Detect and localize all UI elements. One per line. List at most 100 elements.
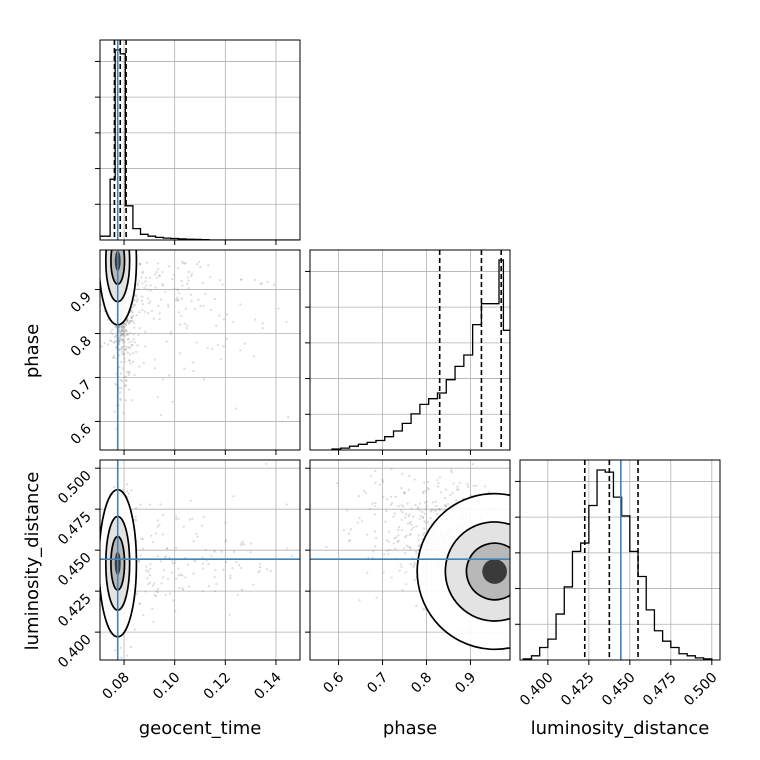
- sample-point: [130, 320, 133, 323]
- sample-point: [136, 282, 140, 285]
- sample-point: [118, 348, 121, 351]
- sample-point: [423, 608, 426, 611]
- sample-point: [126, 320, 130, 324]
- sample-point: [144, 345, 147, 348]
- sample-point: [420, 514, 423, 518]
- sample-point: [371, 556, 374, 559]
- sample-point: [430, 508, 433, 512]
- sample-point: [146, 297, 149, 300]
- sample-point: [421, 510, 424, 514]
- sample-point: [113, 410, 116, 413]
- sample-point: [126, 318, 129, 321]
- sample-point: [235, 560, 238, 564]
- sample-point: [141, 538, 144, 541]
- sample-point: [169, 332, 172, 336]
- sample-point: [161, 533, 164, 536]
- panel-frame: [99, 459, 301, 661]
- sample-point: [124, 399, 127, 402]
- sample-point: [135, 592, 139, 595]
- sample-point: [405, 544, 408, 547]
- sample-point: [421, 490, 425, 493]
- tick-label-y-phase: 0.8: [68, 333, 95, 360]
- sample-point: [254, 318, 257, 321]
- sample-point: [397, 528, 400, 531]
- tick-label-x-geocent_time: 0.10: [150, 670, 183, 703]
- sample-point: [429, 510, 433, 513]
- sample-point: [133, 518, 137, 521]
- sample-point: [128, 346, 131, 350]
- sample-point: [120, 347, 123, 350]
- sample-point: [155, 276, 159, 279]
- sample-point: [121, 380, 124, 383]
- sample-point: [151, 540, 155, 544]
- sample-point: [260, 282, 263, 285]
- sample-point: [391, 501, 394, 505]
- sample-point: [188, 518, 192, 521]
- tick-label-y-phase: 0.9: [68, 289, 95, 316]
- sample-point: [128, 341, 131, 344]
- sample-point: [175, 517, 178, 521]
- panel-frame: [99, 249, 301, 451]
- sample-point: [408, 534, 411, 537]
- sample-point: [175, 577, 178, 580]
- sample-point: [93, 574, 95, 576]
- sample-point: [118, 391, 122, 394]
- sample-point: [450, 469, 453, 472]
- sample-point: [158, 317, 161, 321]
- sample-point: [191, 517, 194, 520]
- sample-point: [122, 325, 126, 329]
- sample-point: [122, 332, 125, 335]
- sample-point: [186, 282, 189, 285]
- sample-point: [177, 311, 180, 314]
- sample-point: [385, 509, 388, 513]
- sample-point: [125, 379, 128, 382]
- sample-point: [410, 507, 413, 510]
- sample-point: [325, 545, 328, 549]
- sample-point: [157, 267, 160, 271]
- sample-point: [167, 303, 170, 306]
- sample-point: [120, 360, 123, 364]
- sample-point: [103, 341, 106, 345]
- sample-point: [418, 544, 421, 547]
- sample-point: [167, 305, 170, 308]
- sample-point: [260, 282, 263, 285]
- sample-point: [153, 582, 156, 585]
- sample-point: [122, 322, 126, 326]
- sample-point: [124, 322, 127, 325]
- sample-point: [175, 299, 178, 302]
- sample-point: [122, 353, 126, 356]
- sample-point: [120, 346, 124, 349]
- sample-point: [408, 546, 412, 549]
- sample-point: [182, 588, 185, 591]
- sample-point: [192, 361, 195, 364]
- sample-point: [174, 610, 177, 613]
- sample-point: [438, 476, 442, 479]
- sample-point: [119, 334, 123, 337]
- sample-point: [182, 525, 185, 528]
- sample-point: [150, 309, 154, 313]
- sample-point: [122, 411, 125, 414]
- sample-point: [204, 548, 207, 551]
- sample-point: [128, 359, 132, 362]
- sample-point: [115, 326, 118, 329]
- sample-point: [429, 517, 432, 520]
- sample-point: [392, 542, 395, 545]
- sample-point: [382, 495, 385, 498]
- sample-point: [387, 553, 390, 556]
- sample-point: [122, 348, 125, 352]
- sample-point: [409, 532, 412, 536]
- sample-point: [437, 485, 440, 488]
- sample-point: [422, 533, 425, 536]
- sample-point: [180, 297, 183, 300]
- sample-point: [446, 503, 450, 506]
- sample-point: [133, 341, 137, 344]
- sample-point: [177, 567, 180, 570]
- contour-0: [416, 492, 510, 651]
- sample-point: [180, 314, 183, 317]
- sample-point: [181, 587, 184, 590]
- sample-point: [126, 371, 129, 374]
- tick-label-x-phase: 0.8: [408, 670, 435, 697]
- sample-point: [145, 565, 148, 568]
- sample-point: [172, 599, 175, 602]
- sample-point: [127, 322, 131, 325]
